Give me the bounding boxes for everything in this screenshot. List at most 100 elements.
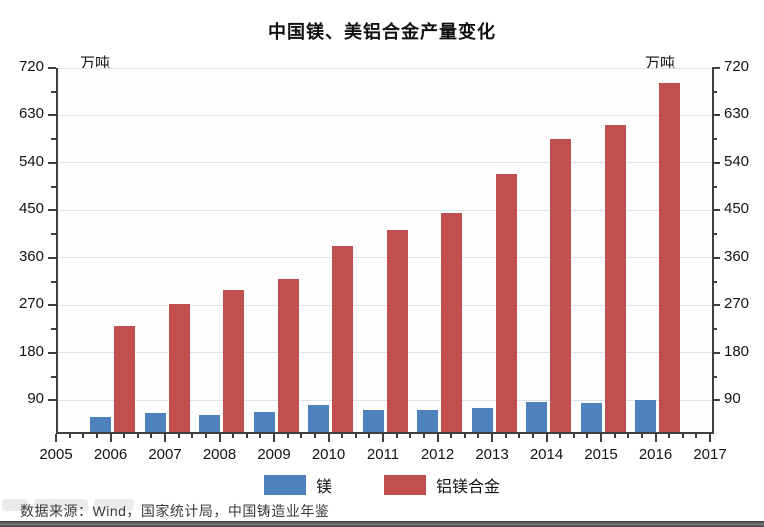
y-minor-tick-right: [712, 375, 717, 378]
x-major-tick-2013: [491, 434, 493, 442]
x-minor-tick: [232, 434, 235, 438]
y-tick-label-left: 720: [18, 58, 44, 75]
x-minor-tick: [681, 434, 684, 438]
bar-铝镁合金-2016: [659, 82, 680, 432]
x-minor-tick: [640, 434, 643, 438]
bottom-border: [0, 521, 764, 527]
y-minor-tick-right: [712, 90, 717, 93]
x-minor-tick: [136, 434, 139, 438]
legend: 镁 铝镁合金: [0, 473, 764, 497]
gridline-540: [58, 162, 712, 164]
x-minor-tick: [477, 434, 480, 438]
plot-area: [56, 67, 714, 434]
legend-label: 铝镁合金: [436, 479, 501, 496]
y-minor-tick-left: [51, 233, 56, 236]
gridline-450: [58, 209, 712, 211]
x-minor-tick: [95, 434, 98, 438]
y-minor-tick-left: [51, 328, 56, 331]
y-major-tick-right-540: [712, 161, 720, 164]
x-tick-label-2016: 2016: [638, 446, 673, 463]
watermark: [2, 496, 242, 514]
bar-镁-2012: [417, 410, 438, 432]
y-tick-label-right: 360: [724, 247, 750, 265]
y-minor-tick-right: [712, 185, 717, 188]
y-major-tick-right-360: [712, 256, 720, 259]
x-major-tick-2008: [218, 434, 221, 442]
y-tick-label-right: 630: [724, 105, 750, 123]
y-tick-label-left: 270: [18, 295, 44, 313]
x-minor-tick: [586, 434, 589, 438]
legend-item-magnesium: 镁: [263, 473, 332, 497]
x-tick-label-2013: 2013: [475, 446, 509, 463]
x-minor-tick: [259, 434, 262, 438]
bar-镁-2007: [144, 413, 166, 432]
y-minor-tick-right: [712, 233, 717, 236]
gridline-270: [58, 304, 712, 306]
x-minor-tick: [518, 434, 521, 438]
x-minor-tick: [463, 434, 466, 438]
y-tick-label-right: 720: [724, 58, 750, 75]
x-major-tick-2005: [55, 434, 57, 442]
x-minor-tick: [354, 434, 357, 438]
y-minor-tick-left: [51, 185, 56, 188]
x-minor-tick: [559, 434, 562, 438]
y-minor-tick-left: [51, 90, 56, 93]
bar-镁-2016: [635, 399, 656, 432]
y-major-tick-left-720: [48, 67, 56, 69]
x-major-tick-2016: [654, 434, 657, 442]
x-tick-label-2010: 2010: [311, 446, 346, 463]
bar-镁-2013: [471, 407, 493, 432]
bar-铝镁合金-2015: [604, 124, 626, 432]
aluminum-alloy-swatch-icon: [384, 475, 426, 495]
y-major-tick-left-90: [48, 399, 56, 402]
x-minor-tick: [450, 434, 453, 438]
x-minor-tick: [82, 434, 85, 438]
bar-镁-2006: [90, 417, 111, 432]
y-major-tick-right-180: [712, 351, 720, 354]
y-major-tick-right-270: [712, 304, 720, 307]
legend-label: 镁: [315, 479, 332, 496]
y-tick-label-left: 90: [27, 390, 44, 408]
gridline-360: [58, 257, 712, 259]
x-minor-tick: [572, 434, 575, 438]
x-minor-tick: [123, 434, 126, 438]
x-minor-tick: [150, 434, 153, 438]
x-tick-label-2005: 2005: [39, 446, 73, 463]
gridline-720: [58, 67, 712, 69]
x-major-tick-2009: [273, 434, 275, 442]
x-minor-tick: [300, 434, 303, 438]
bar-铝镁合金-2013: [495, 173, 517, 432]
y-major-tick-right-720: [712, 67, 720, 69]
bar-铝镁合金-2014: [550, 139, 571, 432]
x-major-tick-2015: [600, 434, 602, 442]
x-tick-label-2015: 2015: [584, 446, 618, 463]
x-minor-tick: [627, 434, 630, 438]
y-tick-label-right: 540: [724, 152, 750, 170]
x-minor-tick: [409, 434, 412, 438]
x-minor-tick: [204, 434, 207, 438]
x-major-tick-2010: [327, 434, 330, 442]
y-tick-label-left: 630: [18, 105, 44, 123]
y-major-tick-left-180: [48, 351, 56, 354]
gridline-90: [58, 399, 712, 401]
y-minor-tick-left: [51, 138, 56, 141]
x-tick-label-2006: 2006: [93, 446, 128, 463]
bar-镁-2014: [526, 401, 547, 432]
y-minor-tick-right: [712, 138, 717, 141]
y-tick-label-right: 450: [724, 200, 750, 218]
bar-镁-2009: [253, 412, 275, 432]
y-major-tick-right-90: [712, 399, 720, 402]
x-major-tick-2017: [709, 434, 711, 442]
x-minor-tick: [286, 434, 289, 438]
y-major-tick-right-450: [712, 209, 720, 212]
legend-item-aluminum-alloy: 铝镁合金: [384, 473, 500, 497]
y-minor-tick-left: [51, 375, 56, 378]
x-tick-label-2017: 2017: [693, 446, 727, 463]
y-tick-label-left: 180: [18, 342, 44, 360]
y-tick-label-right: 180: [724, 342, 750, 360]
x-major-tick-2006: [109, 434, 112, 442]
x-minor-tick: [191, 434, 194, 438]
y-tick-label-right: 90: [724, 390, 741, 408]
x-major-tick-2012: [436, 434, 439, 442]
y-major-tick-left-450: [48, 209, 56, 212]
